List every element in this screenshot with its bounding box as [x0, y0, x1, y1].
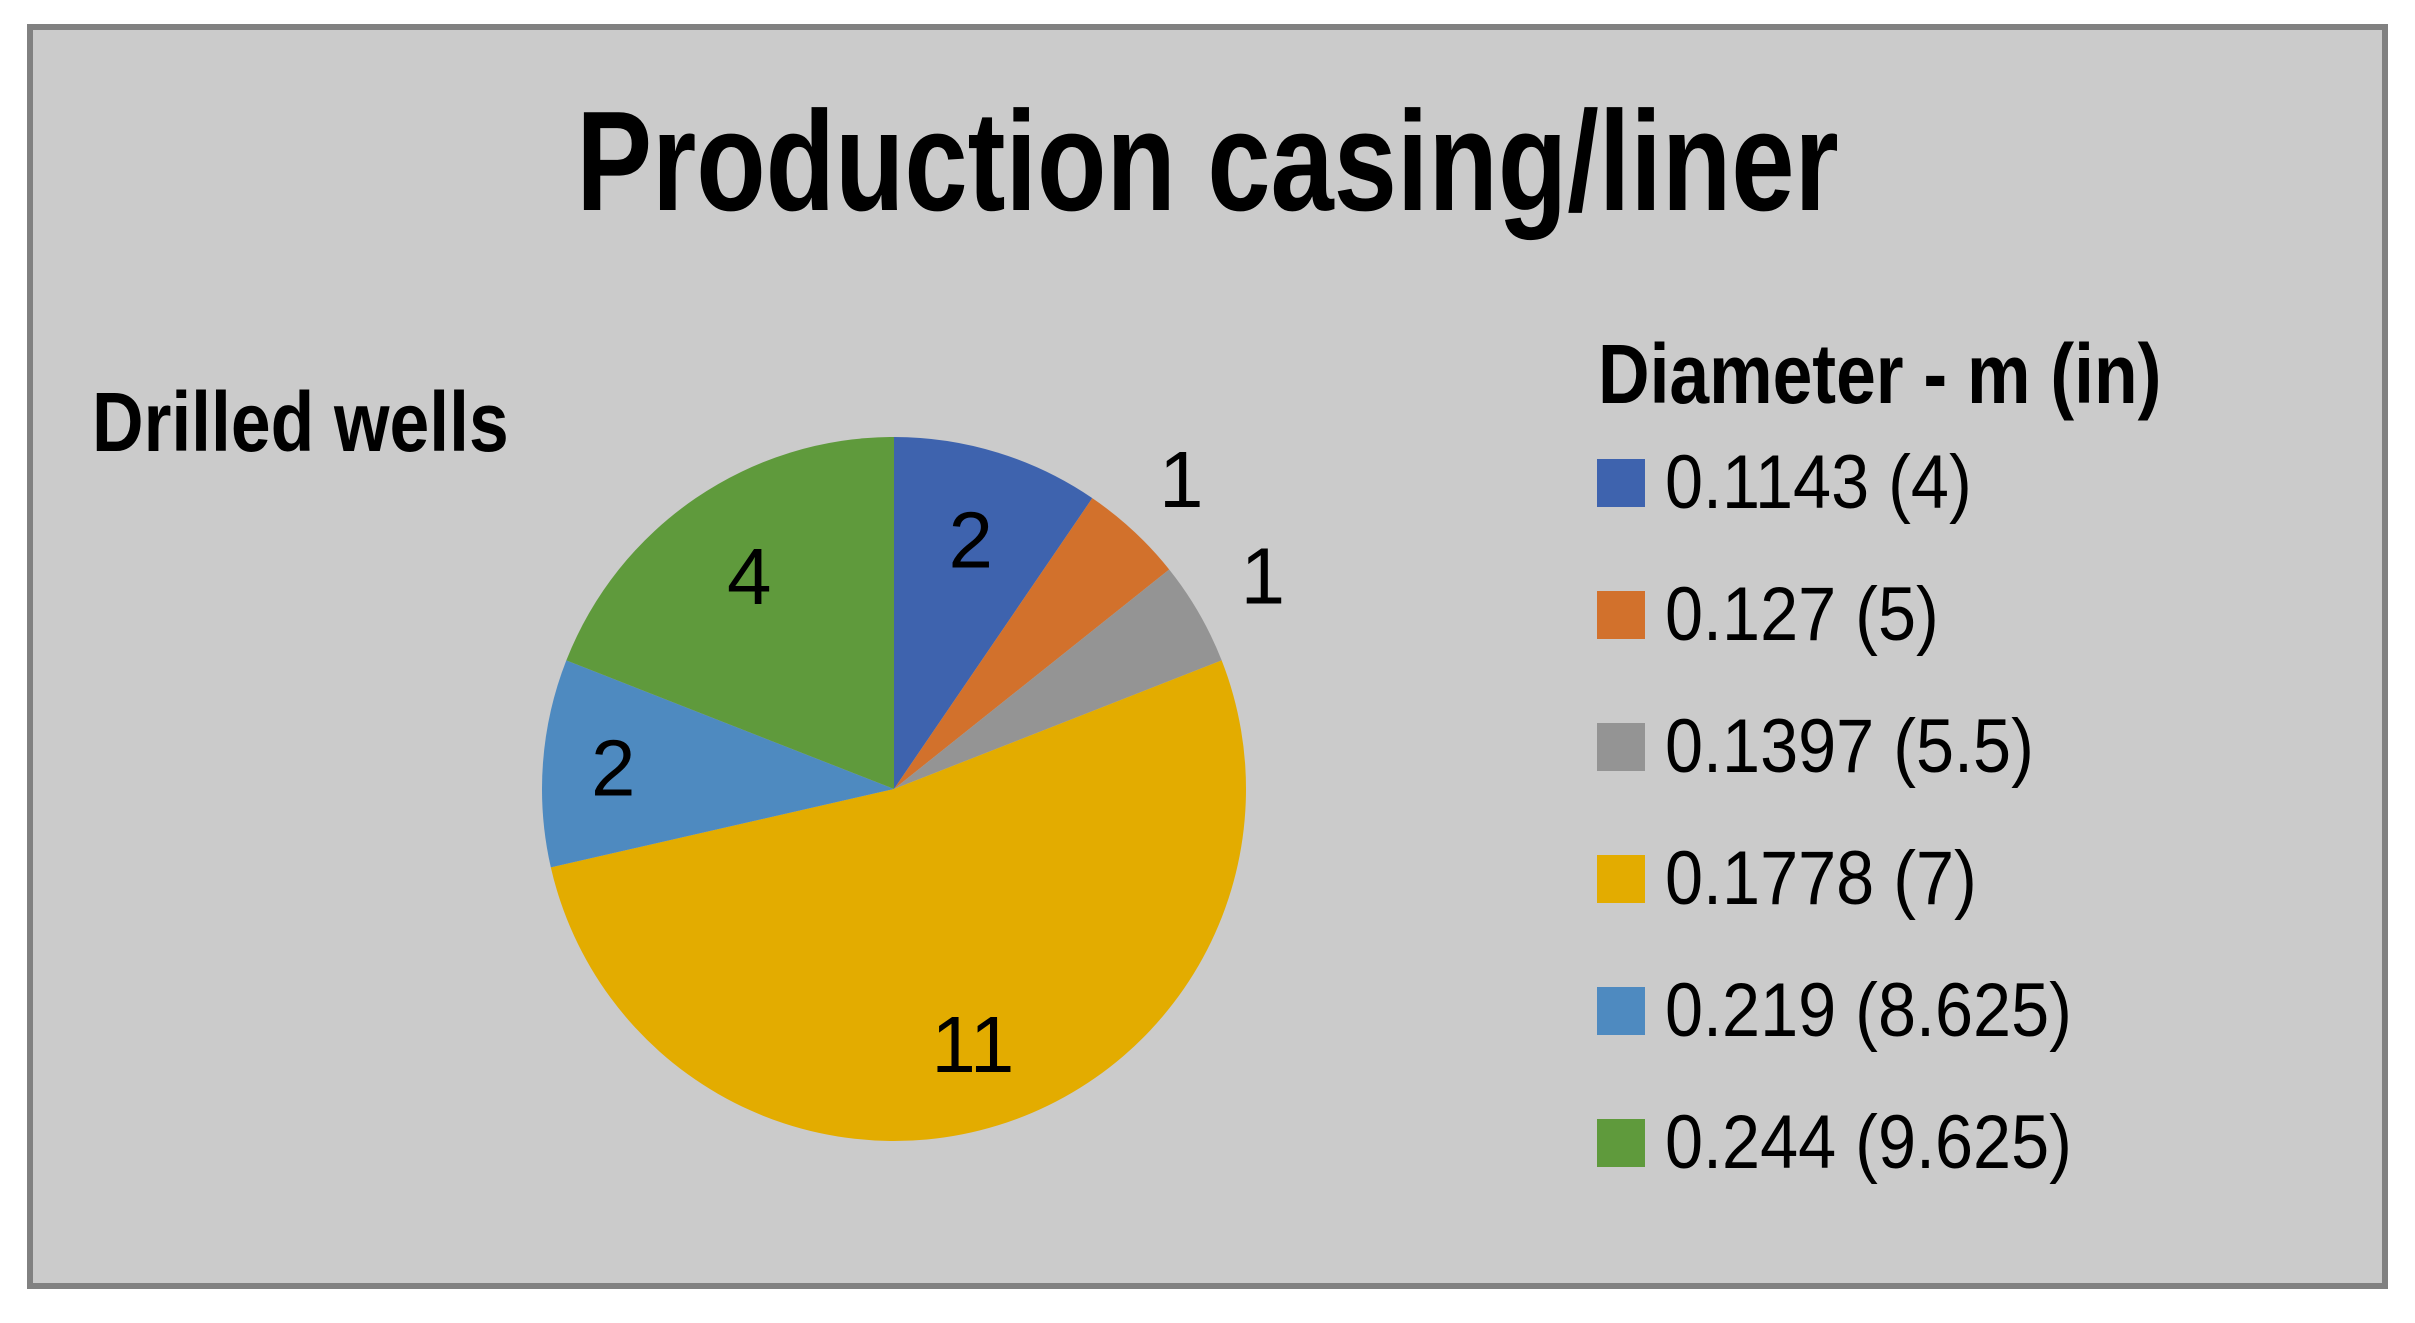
- legend-swatch-icon: [1597, 591, 1645, 639]
- pie-data-label: 4: [727, 532, 772, 621]
- legend-label: 0.1397 (5.5): [1665, 704, 2034, 789]
- pie-data-label: 11: [931, 1000, 1014, 1089]
- legend-label: 0.244 (9.625): [1665, 1100, 2072, 1185]
- pie-slice-0.1778-7-: [550, 660, 1247, 1142]
- legend-swatch-icon: [1597, 723, 1645, 771]
- legend-item: 0.1143 (4): [1597, 434, 2117, 532]
- series-label: Drilled wells: [92, 375, 509, 469]
- pie-slice-0.219-8.625-: [542, 660, 894, 868]
- chart-title: Production casing/liner: [576, 82, 1839, 241]
- legend-item: 0.1778 (7): [1597, 830, 2117, 928]
- legend-label: 0.127 (5): [1665, 572, 1939, 657]
- legend-swatch-icon: [1597, 987, 1645, 1035]
- pie-data-label: 2: [949, 496, 994, 585]
- legend-swatch-icon: [1597, 1119, 1645, 1167]
- pie-slice-0.1397-5.5-: [894, 569, 1222, 789]
- legend: 0.1143 (4) 0.127 (5) 0.1397 (5.5) 0.1778 (7…: [1597, 434, 2117, 1192]
- pie-data-label: 1: [1159, 435, 1204, 524]
- legend-item: 0.244 (9.625): [1597, 1094, 2117, 1192]
- pie-slice-0.1143-4-: [894, 437, 1093, 789]
- legend-label: 0.1778 (7): [1665, 836, 1977, 921]
- pie-slice-0.127-5-: [894, 498, 1170, 789]
- legend-item: 0.219 (8.625): [1597, 962, 2117, 1060]
- legend-label: 0.1143 (4): [1665, 440, 1972, 525]
- legend-label: 0.219 (8.625): [1665, 968, 2072, 1053]
- legend-swatch-icon: [1597, 459, 1645, 507]
- legend-title: Diameter - m (in): [1598, 327, 2162, 421]
- pie-slice-0.244-9.625-: [566, 437, 894, 789]
- legend-item: 0.127 (5): [1597, 566, 2117, 664]
- pie-data-label: 1: [1241, 532, 1286, 621]
- legend-item: 0.1397 (5.5): [1597, 698, 2117, 796]
- pie-data-label: 2: [591, 724, 636, 813]
- legend-swatch-icon: [1597, 855, 1645, 903]
